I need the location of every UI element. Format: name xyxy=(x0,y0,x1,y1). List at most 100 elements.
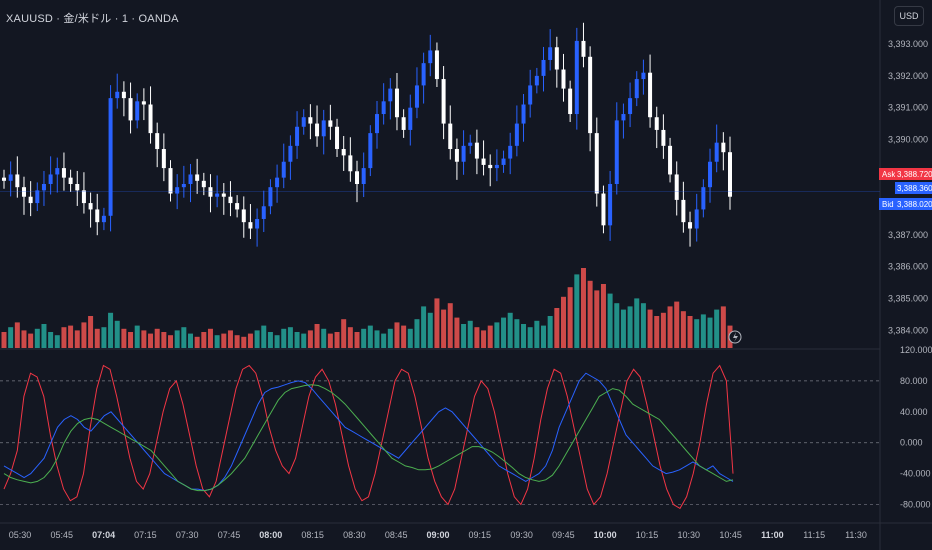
volume-bar xyxy=(21,330,27,348)
candle-body xyxy=(301,117,306,127)
candle-body xyxy=(428,50,433,64)
candle-body xyxy=(181,184,186,188)
candle-body xyxy=(488,164,493,169)
candle-body xyxy=(661,129,666,146)
time-tick-label: 10:15 xyxy=(636,530,659,540)
volume-bar xyxy=(521,324,527,348)
time-tick-label: 09:45 xyxy=(552,530,575,540)
volume-bar xyxy=(494,322,500,348)
volume-bar xyxy=(367,325,373,348)
time-tick-label: 08:45 xyxy=(385,530,408,540)
volume-bar xyxy=(461,324,467,348)
candle-body xyxy=(628,98,633,115)
time-tick-label: 11:15 xyxy=(803,530,825,540)
time-tick-label: 10:45 xyxy=(719,530,742,540)
volume-bar xyxy=(514,319,520,348)
volume-bar xyxy=(221,333,227,348)
candle-body xyxy=(28,196,33,204)
candle-body xyxy=(621,114,626,121)
candle-body xyxy=(394,88,399,118)
volume-bar xyxy=(634,298,640,348)
volume-bar xyxy=(134,325,140,348)
candle-body xyxy=(474,142,479,159)
volume-group xyxy=(1,268,733,348)
price-tick-label: 3,390.000 xyxy=(888,134,928,144)
candle-body xyxy=(674,174,679,200)
candle-body xyxy=(568,88,573,115)
volume-bar xyxy=(28,333,34,348)
candle-body xyxy=(228,196,233,204)
candle-body xyxy=(654,117,659,130)
volume-bar xyxy=(41,324,47,348)
volume-bar xyxy=(274,335,280,348)
bid-label-value-bg xyxy=(895,198,932,210)
time-tick-label: 08:30 xyxy=(343,530,366,540)
volume-bar xyxy=(88,316,94,348)
volume-bar xyxy=(620,309,626,348)
osc-tick-label: 0.000 xyxy=(900,438,923,448)
volume-bar xyxy=(108,312,114,348)
volume-bar xyxy=(141,330,147,348)
time-tick-label: 05:45 xyxy=(51,530,74,540)
volume-bar xyxy=(354,332,360,348)
currency-button[interactable]: USD xyxy=(894,6,924,26)
volume-bar xyxy=(387,328,393,348)
time-tick-label: 09:15 xyxy=(469,530,492,540)
volume-bar xyxy=(334,332,340,348)
candle-body xyxy=(414,85,419,108)
volume-bar xyxy=(447,303,453,348)
bid-label-value: 3,388.020 xyxy=(897,200,932,209)
candle-body xyxy=(335,126,340,150)
candle-body xyxy=(215,193,220,197)
osc-tick-label: 40.000 xyxy=(900,407,928,417)
candle-body xyxy=(81,190,86,204)
candle-body xyxy=(288,145,293,162)
candle-body xyxy=(355,171,360,184)
candle-body xyxy=(168,168,173,194)
candle-body xyxy=(248,222,253,229)
osc-tick-label: 80.000 xyxy=(900,376,928,386)
candle-body xyxy=(481,158,486,165)
time-tick-label: 11:00 xyxy=(761,530,784,540)
candle-body xyxy=(161,149,166,169)
volume-bar xyxy=(307,330,313,348)
time-tick-label: 07:04 xyxy=(92,530,115,540)
candle-body xyxy=(101,215,106,223)
candle-body xyxy=(268,187,273,207)
osc-tick-label: -40.000 xyxy=(900,469,931,479)
candles-group xyxy=(2,22,732,247)
volume-bar xyxy=(714,309,720,348)
candle-body xyxy=(235,203,240,210)
volume-bar xyxy=(341,319,347,348)
candle-body xyxy=(448,123,453,150)
volume-bar xyxy=(201,332,207,348)
ask-label-tag: Ask xyxy=(882,170,896,179)
time-tick-label: 10:00 xyxy=(594,530,617,540)
candle-body xyxy=(88,203,93,210)
volume-bar xyxy=(207,328,213,348)
volume-bar xyxy=(720,306,726,348)
volume-bar xyxy=(227,330,233,348)
volume-bar xyxy=(61,327,67,348)
candle-body xyxy=(48,174,53,184)
candle-body xyxy=(35,190,40,204)
candle-body xyxy=(175,187,180,194)
candle-body xyxy=(574,40,579,115)
time-tick-label: 09:30 xyxy=(510,530,533,540)
time-tick-label: 10:30 xyxy=(678,530,701,540)
candle-body xyxy=(95,209,100,223)
volume-bar xyxy=(481,330,487,348)
candle-body xyxy=(2,177,6,181)
candle-body xyxy=(561,69,566,89)
candle-body xyxy=(361,168,366,184)
volume-bar xyxy=(607,293,613,348)
volume-bar xyxy=(48,332,54,348)
candle-body xyxy=(55,168,60,175)
lightning-icon-bolt xyxy=(733,332,738,342)
volume-bar xyxy=(68,325,74,348)
volume-bar xyxy=(487,325,493,348)
time-tick-label: 09:00 xyxy=(426,530,449,540)
candle-body xyxy=(694,209,699,229)
volume-bar xyxy=(301,333,307,348)
